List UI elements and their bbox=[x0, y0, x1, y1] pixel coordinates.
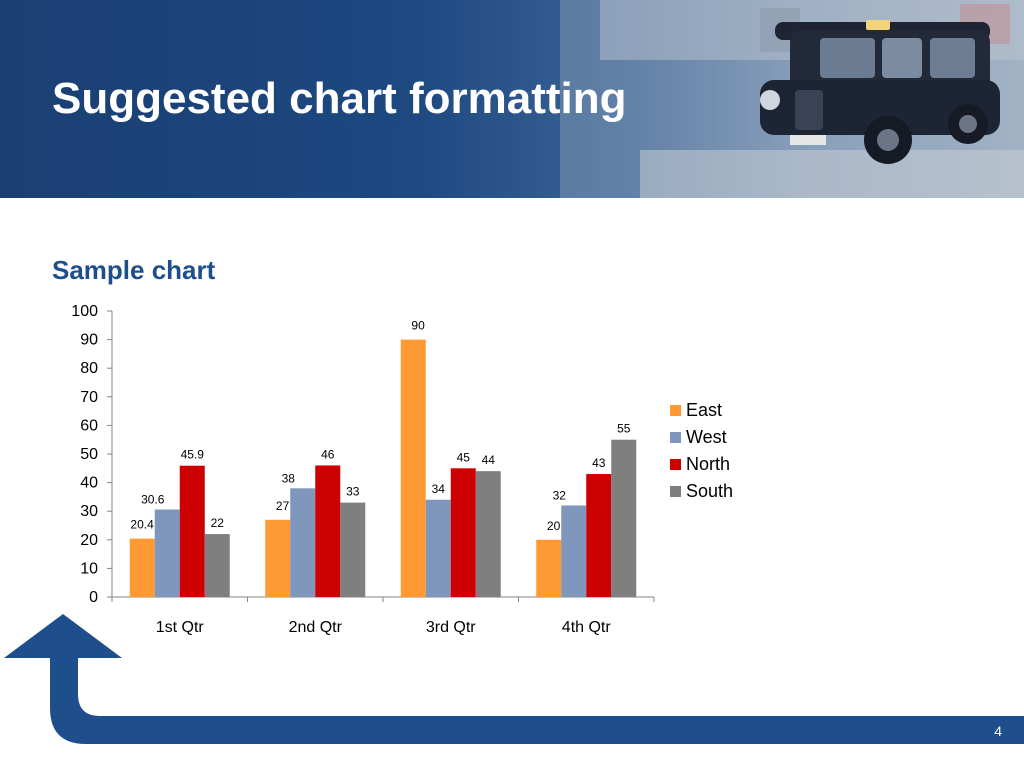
data-label: 45 bbox=[457, 450, 471, 464]
legend-swatch bbox=[670, 405, 681, 416]
bar bbox=[561, 505, 587, 597]
bar bbox=[340, 502, 366, 597]
data-label: 45.9 bbox=[181, 448, 205, 462]
legend-swatch bbox=[670, 486, 681, 497]
chart-data-labels: 20.4 27 90 20 30.6 38 34 32 45.9 46 45 43 22 33 44 55 bbox=[130, 319, 630, 533]
taxi-photo bbox=[560, 0, 1024, 198]
data-label: 90 bbox=[411, 319, 425, 333]
legend-swatch bbox=[670, 432, 681, 443]
y-tick-label: 90 bbox=[80, 332, 98, 349]
x-category-label: 3rd Qtr bbox=[426, 619, 476, 636]
bar bbox=[315, 465, 341, 597]
data-label: 55 bbox=[617, 422, 631, 436]
y-tick-label: 30 bbox=[80, 503, 98, 520]
legend-label: West bbox=[686, 427, 727, 447]
slide-title: Suggested chart formatting bbox=[52, 74, 627, 123]
legend-label: East bbox=[686, 400, 722, 420]
data-label: 44 bbox=[482, 453, 496, 467]
taxi-icon bbox=[760, 20, 1000, 164]
bar bbox=[400, 339, 426, 597]
chart-title: Sample chart bbox=[52, 255, 216, 285]
bar bbox=[611, 439, 637, 597]
bar bbox=[204, 534, 230, 597]
data-label: 33 bbox=[346, 485, 360, 499]
data-label: 46 bbox=[321, 447, 335, 461]
bar bbox=[129, 538, 155, 597]
bar bbox=[536, 539, 562, 597]
bar bbox=[475, 471, 501, 597]
bar bbox=[450, 468, 476, 597]
legend-swatch bbox=[670, 459, 681, 470]
bar bbox=[425, 499, 451, 597]
chart-legend: East West North South bbox=[670, 400, 733, 501]
footer-arrow bbox=[4, 614, 1024, 744]
y-tick-label: 10 bbox=[80, 560, 98, 577]
bar bbox=[154, 509, 180, 597]
data-label: 30.6 bbox=[141, 492, 165, 506]
legend-label: South bbox=[686, 481, 733, 501]
y-tick-label: 20 bbox=[80, 532, 98, 549]
chart-bars bbox=[129, 339, 637, 597]
data-label: 38 bbox=[282, 471, 296, 485]
y-tick-label: 50 bbox=[80, 446, 98, 463]
bar bbox=[179, 465, 205, 597]
y-tick-label: 40 bbox=[80, 475, 98, 492]
x-category-label: 4th Qtr bbox=[562, 619, 612, 636]
data-label: 32 bbox=[553, 488, 567, 502]
y-tick-label: 100 bbox=[71, 303, 98, 320]
data-label: 22 bbox=[211, 516, 225, 530]
bar-chart: 0 10 20 30 40 50 60 70 80 90 100 1st Qtr 2nd Qtr 3rd … bbox=[71, 303, 733, 636]
x-category-label: 1st Qtr bbox=[156, 619, 205, 636]
y-tick-label: 0 bbox=[89, 589, 98, 606]
data-label: 27 bbox=[276, 499, 290, 513]
header-banner: Suggested chart formatting bbox=[0, 0, 1024, 198]
bar bbox=[586, 474, 612, 597]
y-tick-label: 80 bbox=[80, 360, 98, 377]
data-label: 20 bbox=[547, 519, 561, 533]
y-tick-label: 70 bbox=[80, 389, 98, 406]
page-number: 4 bbox=[994, 723, 1002, 739]
data-label: 34 bbox=[432, 482, 446, 496]
bar bbox=[290, 488, 316, 597]
y-tick-label: 60 bbox=[80, 417, 98, 434]
data-label: 43 bbox=[592, 456, 606, 470]
data-label: 20.4 bbox=[130, 518, 154, 532]
legend-label: North bbox=[686, 454, 730, 474]
bar bbox=[265, 519, 291, 597]
x-category-label: 2nd Qtr bbox=[289, 619, 343, 636]
